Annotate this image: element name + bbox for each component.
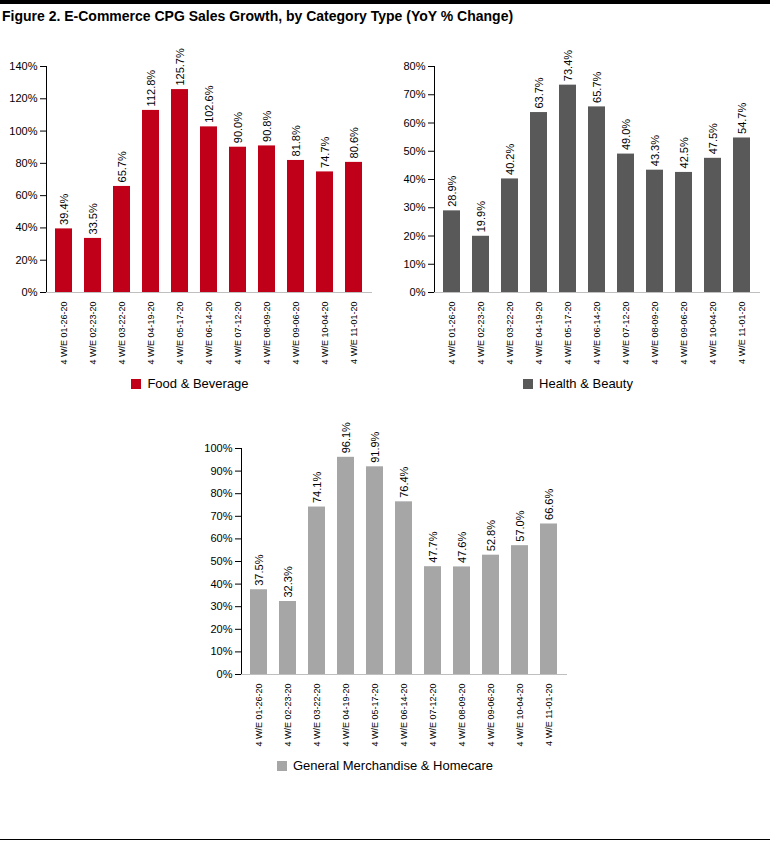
svg-text:81.8%: 81.8% xyxy=(290,125,302,156)
svg-text:100%: 100% xyxy=(9,125,37,137)
svg-text:4 W/E 02-23-20: 4 W/E 02-23-20 xyxy=(476,302,486,365)
svg-text:112.8%: 112.8% xyxy=(145,70,157,107)
svg-text:50%: 50% xyxy=(210,555,232,567)
svg-text:4 W/E 07-12-20: 4 W/E 07-12-20 xyxy=(233,302,243,365)
svg-text:40%: 40% xyxy=(15,221,37,233)
svg-text:65.7%: 65.7% xyxy=(116,151,128,182)
svg-text:20%: 20% xyxy=(15,254,37,266)
svg-text:4 W/E 10-04-20: 4 W/E 10-04-20 xyxy=(708,302,718,365)
svg-text:66.6%: 66.6% xyxy=(543,489,555,520)
svg-text:4 W/E 04-19-20: 4 W/E 04-19-20 xyxy=(146,302,156,365)
svg-text:91.9%: 91.9% xyxy=(369,431,381,462)
svg-text:4 W/E 07-12-20: 4 W/E 07-12-20 xyxy=(621,302,631,365)
svg-text:80%: 80% xyxy=(403,60,425,72)
svg-text:10%: 10% xyxy=(403,258,425,270)
svg-text:4 W/E 02-23-20: 4 W/E 02-23-20 xyxy=(283,684,293,747)
svg-text:4 W/E 07-12-20: 4 W/E 07-12-20 xyxy=(428,684,438,747)
svg-text:52.8%: 52.8% xyxy=(485,520,497,551)
svg-text:60%: 60% xyxy=(210,532,232,544)
svg-text:4 W/E 06-14-20: 4 W/E 06-14-20 xyxy=(592,302,602,365)
svg-text:20%: 20% xyxy=(210,623,232,635)
svg-text:70%: 70% xyxy=(210,510,232,522)
svg-text:65.7%: 65.7% xyxy=(591,71,603,102)
svg-text:4 W/E 06-14-20: 4 W/E 06-14-20 xyxy=(399,684,409,747)
svg-text:0%: 0% xyxy=(217,668,233,680)
svg-text:4 W/E 08-09-20: 4 W/E 08-09-20 xyxy=(650,302,660,365)
svg-text:30%: 30% xyxy=(210,600,232,612)
svg-text:90%: 90% xyxy=(210,465,232,477)
svg-text:4 W/E 05-17-20: 4 W/E 05-17-20 xyxy=(175,302,185,365)
svg-text:4 W/E 04-19-20: 4 W/E 04-19-20 xyxy=(341,684,351,747)
svg-text:47.7%: 47.7% xyxy=(427,531,439,562)
svg-text:4 W/E 04-19-20: 4 W/E 04-19-20 xyxy=(534,302,544,365)
svg-text:4 W/E 05-17-20: 4 W/E 05-17-20 xyxy=(563,302,573,365)
svg-text:4 W/E 09-06-20: 4 W/E 09-06-20 xyxy=(486,684,496,747)
svg-text:30%: 30% xyxy=(403,201,425,213)
svg-text:37.5%: 37.5% xyxy=(253,554,265,585)
svg-text:76.4%: 76.4% xyxy=(398,466,410,497)
svg-text:4 W/E 01-26-20: 4 W/E 01-26-20 xyxy=(59,302,69,365)
svg-text:73.4%: 73.4% xyxy=(562,50,574,81)
svg-text:74.7%: 74.7% xyxy=(319,137,331,168)
svg-text:70%: 70% xyxy=(403,88,425,100)
svg-text:4 W/E 01-26-20: 4 W/E 01-26-20 xyxy=(447,302,457,365)
svg-text:4 W/E 09-06-20: 4 W/E 09-06-20 xyxy=(679,302,689,365)
svg-text:60%: 60% xyxy=(403,117,425,129)
svg-text:140%: 140% xyxy=(9,60,37,72)
svg-text:4 W/E 10-04-20: 4 W/E 10-04-20 xyxy=(515,684,525,747)
svg-text:50%: 50% xyxy=(403,145,425,157)
svg-text:4 W/E 03-22-20: 4 W/E 03-22-20 xyxy=(117,302,127,365)
svg-text:4 W/E 09-06-20: 4 W/E 09-06-20 xyxy=(291,302,301,365)
svg-text:4 W/E 01-26-20: 4 W/E 01-26-20 xyxy=(254,684,264,747)
svg-text:0%: 0% xyxy=(410,286,426,298)
svg-text:80.6%: 80.6% xyxy=(348,127,360,158)
html-text:Food & Beverage: Food & Beverage xyxy=(147,376,249,391)
svg-text:39.4%: 39.4% xyxy=(58,193,70,224)
svg-text:4 W/E 11-01-20: 4 W/E 11-01-20 xyxy=(737,302,747,364)
svg-text:90.0%: 90.0% xyxy=(232,112,244,143)
svg-text:42.5%: 42.5% xyxy=(678,137,690,168)
svg-text:4 W/E 11-01-20: 4 W/E 11-01-20 xyxy=(349,302,359,364)
svg-text:0%: 0% xyxy=(22,286,38,298)
svg-text:32.3%: 32.3% xyxy=(282,566,294,597)
svg-text:4 W/E 03-22-20: 4 W/E 03-22-20 xyxy=(312,684,322,747)
svg-text:57.0%: 57.0% xyxy=(514,510,526,541)
svg-text:20%: 20% xyxy=(403,230,425,242)
svg-text:4 W/E 05-17-20: 4 W/E 05-17-20 xyxy=(370,684,380,747)
svg-text:43.3%: 43.3% xyxy=(649,135,661,166)
svg-text:40.2%: 40.2% xyxy=(504,144,516,175)
svg-text:33.5%: 33.5% xyxy=(87,203,99,234)
svg-text:96.1%: 96.1% xyxy=(340,422,352,453)
svg-text:60%: 60% xyxy=(15,189,37,201)
svg-text:40%: 40% xyxy=(210,578,232,590)
svg-text:54.7%: 54.7% xyxy=(736,103,748,134)
svg-text:10%: 10% xyxy=(210,645,232,657)
svg-text:102.6%: 102.6% xyxy=(203,85,215,123)
svg-text:40%: 40% xyxy=(403,173,425,185)
svg-text:4 W/E 08-09-20: 4 W/E 08-09-20 xyxy=(262,302,272,365)
svg-text:19.9%: 19.9% xyxy=(475,201,487,232)
html-text:General Merchandise & Homecare: General Merchandise & Homecare xyxy=(292,758,494,773)
svg-text:4 W/E 03-22-20: 4 W/E 03-22-20 xyxy=(505,302,515,365)
svg-text:49.0%: 49.0% xyxy=(620,119,632,150)
svg-text:63.7%: 63.7% xyxy=(533,77,545,108)
svg-text:125.7%: 125.7% xyxy=(174,48,186,86)
svg-text:80%: 80% xyxy=(15,157,37,169)
svg-text:120%: 120% xyxy=(9,92,37,104)
svg-text:74.1%: 74.1% xyxy=(311,472,323,503)
svg-text:100%: 100% xyxy=(204,442,232,454)
svg-text:28.9%: 28.9% xyxy=(446,175,458,206)
svg-text:4 W/E 06-14-20: 4 W/E 06-14-20 xyxy=(204,302,214,365)
svg-text:80%: 80% xyxy=(210,487,232,499)
svg-text:4 W/E 11-01-20: 4 W/E 11-01-20 xyxy=(544,684,554,746)
svg-text:4 W/E 02-23-20: 4 W/E 02-23-20 xyxy=(88,302,98,365)
html-text:Health & Beauty: Health & Beauty xyxy=(539,376,633,391)
svg-text:47.5%: 47.5% xyxy=(707,123,719,154)
html-text:Figure 2. E-Commerce CPG Sales: Figure 2. E-Commerce CPG Sales Growth, b… xyxy=(2,8,514,24)
svg-text:4 W/E 10-04-20: 4 W/E 10-04-20 xyxy=(320,302,330,365)
svg-text:47.6%: 47.6% xyxy=(456,532,468,563)
svg-text:4 W/E 08-09-20: 4 W/E 08-09-20 xyxy=(457,684,467,747)
svg-text:90.8%: 90.8% xyxy=(261,111,273,142)
